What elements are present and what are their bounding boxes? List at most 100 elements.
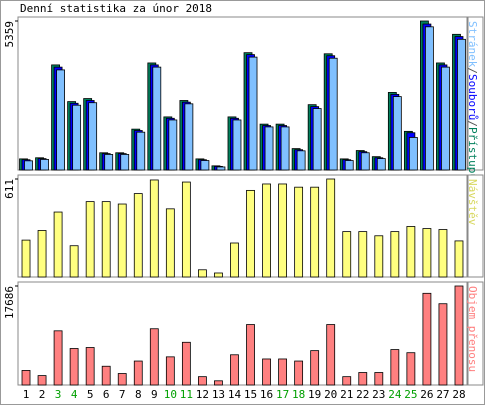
bar [454, 240, 464, 278]
legend-entry: Objem přenosu [466, 286, 479, 372]
x-tick-label: 3 [55, 388, 62, 401]
legend-area [467, 174, 484, 278]
bar [24, 160, 33, 171]
bar [326, 178, 336, 278]
bar [457, 38, 466, 171]
bar [181, 341, 191, 386]
legend-entry: Stránek [466, 21, 479, 68]
bar [264, 126, 274, 171]
bar [165, 208, 175, 278]
bar [406, 226, 416, 278]
bar [408, 137, 418, 171]
bar [454, 285, 464, 386]
legend-entry: Souborů [466, 74, 479, 120]
x-tick-label: 28 [452, 388, 465, 401]
bar [101, 365, 111, 386]
x-tick-label: 12 [196, 388, 209, 401]
bar [168, 119, 178, 171]
x-tick-label: 11 [180, 388, 193, 401]
x-tick-label: 4 [71, 388, 78, 401]
bar [216, 166, 226, 171]
bar [342, 231, 352, 278]
bar [390, 349, 400, 386]
bar [136, 131, 146, 171]
bar [37, 375, 47, 386]
bar [120, 154, 130, 171]
bar [232, 119, 242, 171]
chart-title: Denní statistika za únor 2018 [20, 2, 212, 15]
bar [441, 66, 450, 171]
bar [422, 292, 432, 386]
bar [425, 26, 434, 171]
x-tick-label: 2 [39, 388, 46, 401]
bar [278, 183, 287, 278]
bar [360, 152, 370, 171]
x-tick-label: 6 [103, 388, 110, 401]
bar [438, 229, 448, 278]
bar [422, 228, 432, 278]
y-tick-label: 5359 [3, 21, 16, 48]
bar [376, 158, 386, 171]
bar [200, 160, 210, 171]
x-tick-label: 21 [340, 388, 353, 401]
bar [262, 358, 271, 386]
x-tick-label: 19 [308, 388, 321, 401]
bar [374, 372, 384, 386]
bar [37, 230, 47, 278]
bar [328, 57, 338, 171]
bar [358, 231, 368, 278]
bar [358, 372, 368, 386]
bar [101, 201, 111, 278]
plot-area [17, 174, 468, 278]
bar [230, 354, 239, 386]
bar [392, 96, 402, 171]
bar [374, 235, 384, 278]
legend-entry: Přístupů [466, 127, 479, 180]
bar [149, 328, 159, 386]
x-tick-label: 24 [388, 388, 402, 401]
bar [133, 360, 143, 386]
bar [280, 126, 290, 171]
bar [165, 356, 175, 386]
legend-area [467, 16, 484, 171]
x-tick-label: 15 [244, 388, 257, 401]
bar [344, 160, 354, 171]
bar [310, 186, 320, 278]
bar [184, 103, 194, 171]
bar [117, 373, 127, 386]
bar [214, 272, 223, 278]
y-tick-label: 611 [3, 179, 16, 199]
bar [310, 350, 320, 386]
bar [88, 102, 98, 171]
x-tick-label: 1 [23, 388, 30, 401]
bar [85, 347, 95, 386]
x-tick-label: 25 [404, 388, 417, 401]
bar [133, 193, 143, 278]
x-tick-label: 7 [119, 388, 126, 401]
bar [53, 211, 63, 278]
bar [40, 159, 49, 171]
bar [21, 370, 31, 386]
legend-entry: Návštěv [466, 179, 479, 226]
x-tick-label: 10 [164, 388, 177, 401]
legend: Objem přenosu [466, 286, 479, 372]
bar [294, 186, 304, 278]
bar [230, 242, 239, 278]
x-tick-label: 17 [276, 388, 289, 401]
bar [117, 203, 127, 278]
bar [104, 154, 114, 171]
bar [438, 303, 448, 386]
legend: Stránek/Souborů/Přístupů [466, 21, 479, 180]
legend-area [467, 281, 484, 386]
x-tick-label: 14 [228, 388, 242, 401]
bar [342, 376, 352, 386]
bar [294, 360, 304, 386]
bar [278, 358, 287, 386]
y-tick-label: 17686 [3, 286, 16, 319]
bar [248, 56, 258, 171]
x-tick-label: 18 [292, 388, 305, 401]
bar [198, 269, 207, 278]
x-tick-label: 26 [420, 388, 433, 401]
bar [312, 108, 322, 171]
